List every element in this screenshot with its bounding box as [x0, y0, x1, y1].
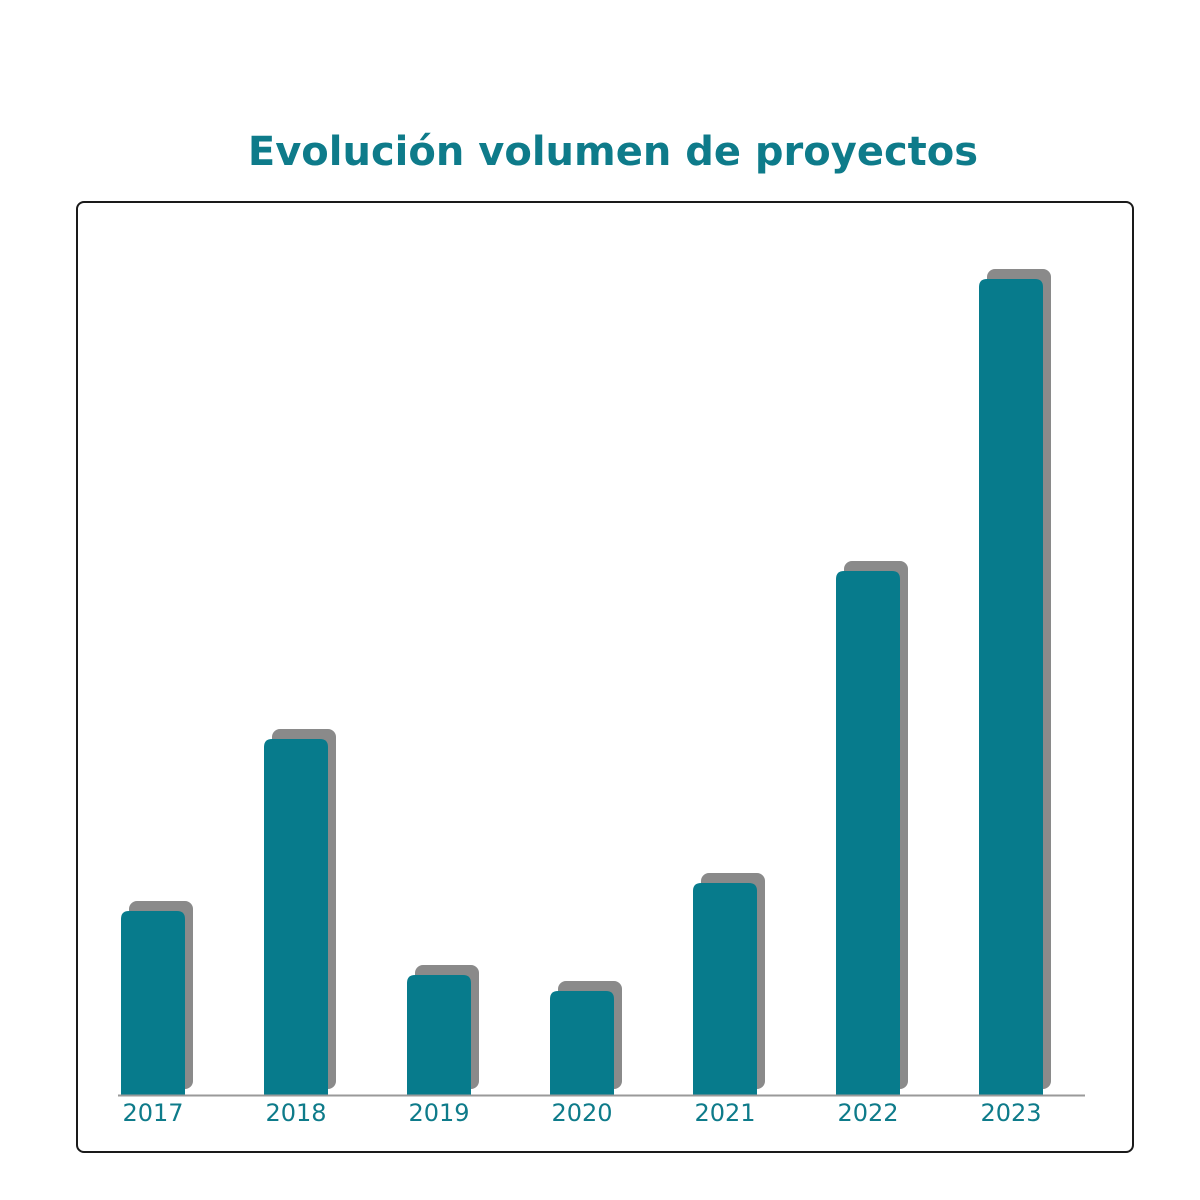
chart-title: Evolución volumen de proyectos	[247, 129, 979, 175]
bars-layer	[121, 269, 1051, 1095]
x-tick-label-2022: 2022	[837, 1099, 898, 1127]
bar-2023	[979, 279, 1043, 1095]
x-tick-label-2021: 2021	[694, 1099, 755, 1127]
bar-2021	[693, 883, 757, 1095]
x-tick-label-2017: 2017	[122, 1099, 183, 1127]
x-tick-label-2019: 2019	[408, 1099, 469, 1127]
bar-2019	[407, 975, 471, 1095]
x-tick-label-2018: 2018	[265, 1099, 326, 1127]
x-tick-labels: 2017 2018 2019 2020 2021 2022 2023	[122, 1099, 1041, 1127]
x-tick-label-2020: 2020	[551, 1099, 612, 1127]
bar-2020	[550, 991, 614, 1095]
bar-2017	[121, 911, 185, 1095]
x-tick-label-2023: 2023	[980, 1099, 1041, 1127]
bar-2022	[836, 571, 900, 1095]
bar-2018	[264, 739, 328, 1095]
